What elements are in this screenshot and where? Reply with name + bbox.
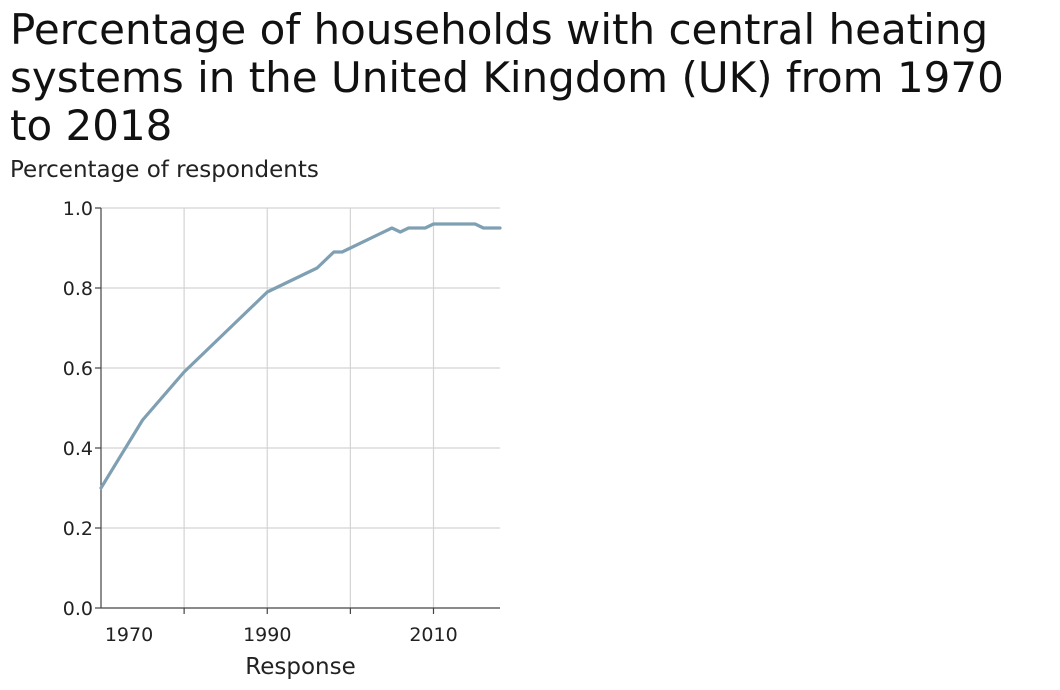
grid-lines (101, 207, 500, 608)
series-line (99, 222, 502, 490)
y-tick-label: 0.2 (63, 518, 93, 540)
y-tick-label: 0.8 (63, 278, 93, 300)
x-tick-label: 1990 (243, 624, 291, 646)
axis-ticks: 0.0 0.2 0.4 0.6 0.8 1.0 1970 1990 2010 (63, 198, 458, 646)
y-tick-label: 0.0 (63, 598, 93, 620)
x-tick-label: 2010 (409, 624, 457, 646)
y-axis-title: Percentage of respondents (10, 157, 319, 183)
y-tick-label: 0.4 (63, 438, 93, 460)
y-tick-label: 1.0 (63, 198, 93, 220)
x-axis-title: Response (245, 654, 355, 680)
chart-title: Percentage of households with central he… (10, 5, 1004, 150)
y-tick-label: 0.6 (63, 358, 93, 380)
series-lines (99, 222, 502, 490)
axes (100, 208, 500, 609)
x-tick-label: 1970 (105, 624, 153, 646)
